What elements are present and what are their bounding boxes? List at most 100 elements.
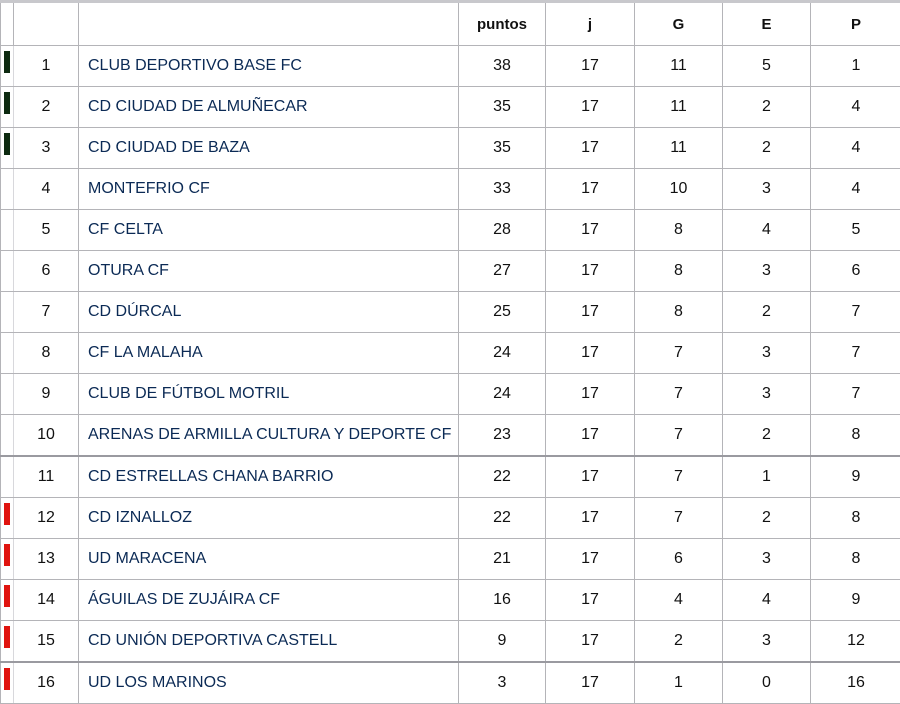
drawn-cell: 2: [723, 128, 811, 169]
won-cell: 4: [635, 580, 723, 621]
drawn-cell: 2: [723, 292, 811, 333]
played-cell: 17: [546, 46, 635, 87]
position-cell: 13: [14, 539, 79, 580]
won-cell: 7: [635, 374, 723, 415]
drawn-cell: 2: [723, 498, 811, 539]
puntos-cell: 22: [459, 456, 546, 498]
drawn-cell: 0: [723, 662, 811, 704]
drawn-cell: 3: [723, 333, 811, 374]
puntos-cell: 28: [459, 210, 546, 251]
zone-marker-cell: [1, 292, 14, 333]
lost-cell: 4: [811, 87, 900, 128]
won-cell: 7: [635, 333, 723, 374]
lost-cell: 6: [811, 251, 900, 292]
drawn-cell: 5: [723, 46, 811, 87]
zone-marker-cell: [1, 210, 14, 251]
promotion-marker: [4, 133, 10, 155]
won-cell: 7: [635, 415, 723, 457]
position-cell: 3: [14, 128, 79, 169]
zone-marker-cell: [1, 128, 14, 169]
zone-marker-cell: [1, 415, 14, 457]
played-cell: 17: [546, 662, 635, 704]
zone-marker-cell: [1, 169, 14, 210]
zone-marker-cell: [1, 621, 14, 663]
played-cell: 17: [546, 292, 635, 333]
played-cell: 17: [546, 580, 635, 621]
zone-marker-cell: [1, 580, 14, 621]
drawn-cell: 3: [723, 621, 811, 663]
won-cell: 8: [635, 292, 723, 333]
relegation-marker: [4, 544, 10, 566]
puntos-cell: 25: [459, 292, 546, 333]
puntos-cell: 21: [459, 539, 546, 580]
puntos-cell: 35: [459, 87, 546, 128]
relegation-marker: [4, 668, 10, 690]
zone-marker-cell: [1, 456, 14, 498]
played-cell: 17: [546, 210, 635, 251]
team-name-cell: CD IZNALLOZ: [79, 498, 459, 539]
team-name-cell: CF LA MALAHA: [79, 333, 459, 374]
team-name-cell: CD CIUDAD DE ALMUÑECAR: [79, 87, 459, 128]
team-name-cell: CD UNIÓN DEPORTIVA CASTELL: [79, 621, 459, 663]
position-cell: 9: [14, 374, 79, 415]
team-name-cell: UD LOS MARINOS: [79, 662, 459, 704]
played-cell: 17: [546, 251, 635, 292]
team-name-cell: UD MARACENA: [79, 539, 459, 580]
position-cell: 4: [14, 169, 79, 210]
lost-cell: 16: [811, 662, 900, 704]
drawn-cell: 3: [723, 539, 811, 580]
zone-marker-cell: [1, 251, 14, 292]
position-cell: 12: [14, 498, 79, 539]
lost-cell: 9: [811, 580, 900, 621]
relegation-marker: [4, 585, 10, 607]
lost-cell: 4: [811, 128, 900, 169]
lost-cell: 7: [811, 374, 900, 415]
relegation-marker: [4, 626, 10, 648]
puntos-cell: 24: [459, 374, 546, 415]
drawn-cell: 3: [723, 251, 811, 292]
lost-cell: 5: [811, 210, 900, 251]
zone-marker-cell: [1, 333, 14, 374]
team-name-cell: CD DÚRCAL: [79, 292, 459, 333]
zone-marker-cell: [1, 498, 14, 539]
played-cell: 17: [546, 498, 635, 539]
position-cell: 6: [14, 251, 79, 292]
lost-cell: 8: [811, 539, 900, 580]
won-cell: 1: [635, 662, 723, 704]
team-name-cell: ARENAS DE ARMILLA CULTURA Y DEPORTE CF: [79, 415, 459, 457]
lost-cell: 7: [811, 333, 900, 374]
played-cell: 17: [546, 169, 635, 210]
position-cell: 15: [14, 621, 79, 663]
played-cell: 17: [546, 415, 635, 457]
puntos-cell: 24: [459, 333, 546, 374]
header-team: [79, 2, 459, 46]
drawn-cell: 1: [723, 456, 811, 498]
header-p: P: [811, 2, 900, 46]
won-cell: 8: [635, 210, 723, 251]
drawn-cell: 4: [723, 210, 811, 251]
won-cell: 6: [635, 539, 723, 580]
zone-marker-cell: [1, 46, 14, 87]
played-cell: 17: [546, 621, 635, 663]
team-name-cell: MONTEFRIO CF: [79, 169, 459, 210]
position-cell: 8: [14, 333, 79, 374]
played-cell: 17: [546, 128, 635, 169]
puntos-cell: 35: [459, 128, 546, 169]
lost-cell: 12: [811, 621, 900, 663]
relegation-marker: [4, 503, 10, 525]
won-cell: 2: [635, 621, 723, 663]
played-cell: 17: [546, 333, 635, 374]
puntos-cell: 27: [459, 251, 546, 292]
puntos-cell: 22: [459, 498, 546, 539]
